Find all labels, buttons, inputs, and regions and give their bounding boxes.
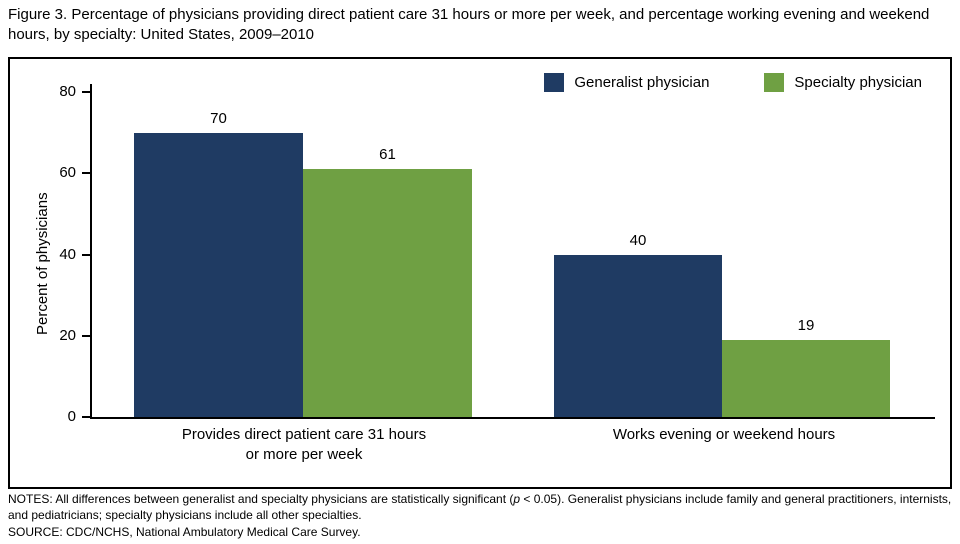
legend: Generalist physician Specialty physician: [544, 73, 922, 92]
bar-generalist-direct-care: 70: [134, 110, 303, 417]
legend-item-generalist: Generalist physician: [544, 73, 709, 92]
x-label-direct-care-line2: or more per week: [245, 446, 363, 464]
figure-notes: NOTES: All differences between generalis…: [8, 492, 954, 540]
legend-item-specialty: Specialty physician: [764, 73, 922, 92]
y-tick-mark: [82, 416, 90, 418]
y-tick-label: 40: [59, 245, 76, 263]
y-tick-mark: [82, 91, 90, 93]
y-tick-label: 80: [59, 83, 76, 100]
bar-generalist-evening-weekend: 40: [554, 232, 722, 417]
notes-suffix: < 0.05). Generalist physicians include f…: [8, 492, 952, 522]
bar-value-label: 70: [210, 109, 227, 127]
x-label-evening-weekend-line1: Works evening or weekend hours: [612, 426, 836, 443]
y-tick-mark: [82, 334, 90, 337]
notes-p-italic: p: [513, 492, 521, 506]
x-label-direct-care: Provides direct patient care 31 hours or…: [128, 425, 480, 466]
source-text: SOURCE: CDC/NCHS, National Ambulatory Me…: [8, 524, 361, 539]
bar-group-evening-weekend: 40 19: [554, 84, 890, 417]
legend-label-generalist: Generalist physician: [574, 74, 710, 91]
bar-value-label: 19: [797, 316, 815, 334]
bar-value-label: 40: [629, 231, 647, 249]
bar-value-label: 61: [379, 146, 396, 164]
y-tick-label: 0: [67, 408, 76, 425]
y-tick-mark: [82, 172, 90, 175]
bar-specialty-evening-weekend: 19: [722, 317, 890, 417]
bar-group-direct-care: 70 61: [134, 84, 472, 417]
chart-frame: Generalist physician Specialty physician…: [8, 57, 952, 489]
notes-text: NOTES: All differences between generalis…: [8, 492, 954, 524]
plot-area: 70 61 40 19 0 20 40 60 80: [59, 83, 935, 425]
x-label-direct-care-line1: Provides direct patient care 31 hours: [181, 426, 427, 443]
notes-prefix: NOTES: All differences between generalis…: [8, 492, 514, 506]
legend-swatch-generalist: [544, 73, 565, 92]
figure-title: Figure 3. Percentage of physicians provi…: [8, 6, 930, 44]
bar-specialty-direct-care: 61: [303, 146, 472, 417]
y-tick-label: 20: [59, 326, 76, 344]
y-tick-mark: [82, 253, 90, 256]
y-tick-label: 60: [59, 164, 76, 182]
legend-label-specialty: Specialty physician: [794, 74, 922, 91]
x-label-evening-weekend: Works evening or weekend hours: [548, 425, 900, 445]
legend-swatch-specialty: [764, 73, 785, 92]
